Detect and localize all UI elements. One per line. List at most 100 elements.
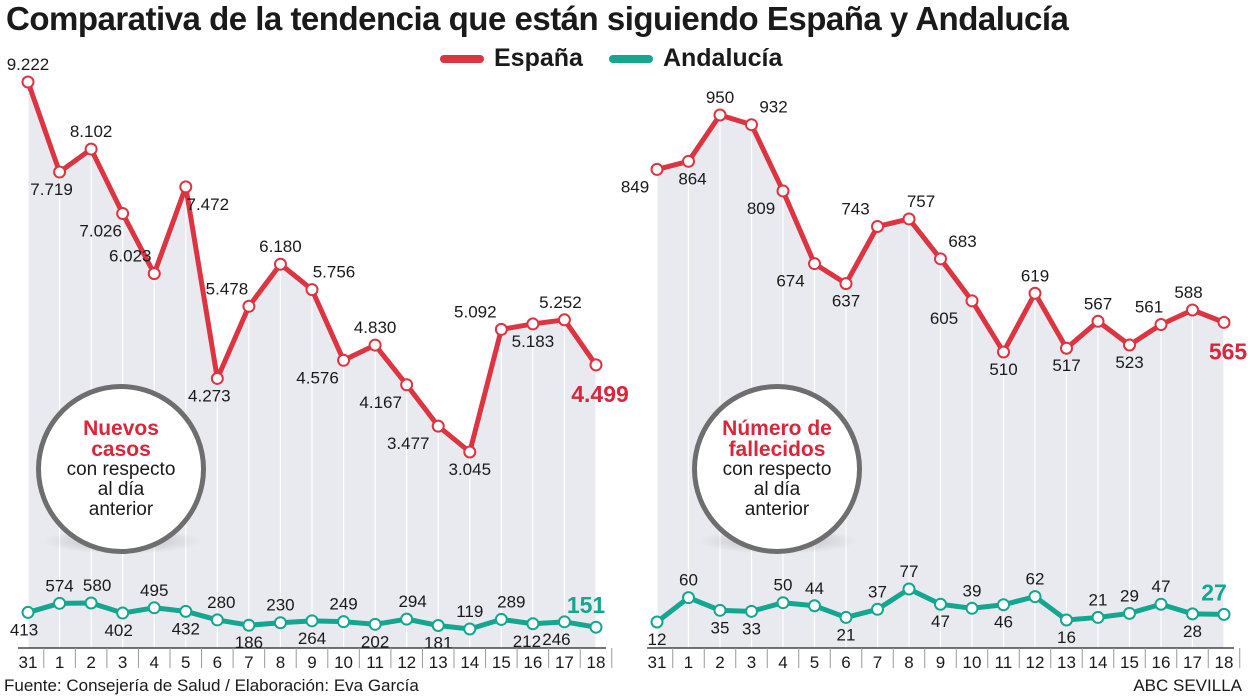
point-espana — [934, 252, 947, 266]
legend-swatch-espana — [440, 54, 484, 63]
badge-title-line1: Número de — [722, 417, 832, 441]
point-espana — [1186, 303, 1199, 317]
point-andalucia — [53, 596, 67, 610]
point-espana — [1123, 338, 1136, 352]
data-label-espana: 950 — [706, 88, 734, 107]
data-label-espana: 4.167 — [359, 393, 402, 412]
x-tick-label: 14 — [460, 653, 479, 672]
data-label-andalucia: 181 — [424, 634, 452, 653]
badge-sub-line1: con respecto — [66, 459, 176, 481]
point-andalucia — [650, 615, 664, 629]
data-label-espana: 561 — [1135, 298, 1163, 317]
data-label-andalucia: 151 — [567, 592, 606, 618]
point-espana — [808, 257, 821, 271]
point-espana — [1091, 314, 1105, 328]
x-tick-label: 6 — [213, 653, 222, 672]
data-label-andalucia: 294 — [398, 592, 426, 611]
x-tick-label: 16 — [523, 653, 542, 672]
data-label-andalucia: 230 — [266, 596, 294, 615]
data-label-espana: 4.499 — [571, 381, 629, 407]
data-label-espana: 6.023 — [109, 247, 152, 266]
data-label-andalucia: 21 — [1089, 590, 1108, 609]
point-espana — [682, 154, 695, 168]
x-tick-label: 18 — [1215, 653, 1234, 672]
point-espana — [871, 219, 884, 233]
data-label-espana: 523 — [1115, 353, 1143, 372]
x-tick-label: 31 — [19, 653, 38, 672]
data-label-espana: 5.183 — [512, 332, 555, 351]
data-label-espana: 8.102 — [70, 122, 113, 141]
point-andalucia — [997, 598, 1010, 612]
data-label-espana: 5.092 — [454, 302, 497, 321]
data-label-andalucia: 289 — [497, 592, 525, 611]
data-label-andalucia: 35 — [711, 618, 730, 637]
point-espana — [431, 419, 445, 433]
data-label-andalucia: 50 — [774, 576, 793, 595]
badge-title-line2: fallecidos — [728, 438, 826, 462]
x-tick-label: 9 — [936, 653, 945, 672]
point-espana — [839, 277, 853, 291]
x-tick-label: 15 — [492, 653, 511, 672]
x-tick-label: 4 — [149, 653, 158, 672]
x-tick-label: 11 — [995, 653, 1013, 672]
point-espana — [997, 345, 1010, 359]
point-andalucia — [179, 604, 193, 618]
point-andalucia — [84, 596, 98, 610]
data-label-espana: 4.576 — [296, 368, 339, 387]
data-label-espana: 5.478 — [206, 279, 249, 298]
point-andalucia — [713, 603, 727, 617]
x-tick-label: 17 — [1183, 653, 1202, 672]
data-label-espana: 743 — [841, 199, 869, 218]
point-espana — [84, 142, 98, 156]
x-tick-label: 31 — [648, 653, 667, 672]
data-label-espana: 4.273 — [188, 386, 231, 405]
point-andalucia — [902, 582, 916, 596]
data-label-andalucia: 119 — [456, 602, 483, 621]
point-espana — [242, 299, 256, 313]
x-tick-label: 3 — [747, 653, 756, 672]
data-label-espana: 932 — [759, 98, 787, 117]
x-tick-label: 6 — [841, 653, 850, 672]
point-espana — [526, 317, 540, 331]
point-espana — [902, 212, 916, 226]
point-andalucia — [1217, 607, 1231, 621]
point-espana — [463, 445, 477, 459]
data-label-espana: 757 — [907, 192, 935, 211]
point-andalucia — [965, 601, 979, 615]
point-andalucia — [21, 605, 35, 619]
point-espana — [368, 338, 382, 352]
point-espana — [1060, 341, 1073, 355]
point-espana — [210, 371, 224, 385]
data-label-espana: 864 — [678, 169, 706, 188]
data-label-espana: 3.477 — [387, 434, 430, 453]
legend-label-andalucia: Andalucía — [662, 44, 783, 72]
x-tick-label: 5 — [810, 653, 819, 672]
data-label-espana: 674 — [776, 272, 804, 291]
data-label-andalucia: 186 — [235, 633, 263, 652]
x-tick-label: 13 — [429, 653, 448, 672]
point-andalucia — [1154, 597, 1168, 611]
point-andalucia — [400, 612, 414, 626]
x-tick-label: 2 — [715, 653, 724, 672]
credit-note: ABC SEVILLA — [1133, 676, 1242, 695]
data-label-espana: 9.222 — [7, 55, 50, 74]
point-andalucia — [1123, 606, 1136, 620]
data-label-andalucia: 62 — [1026, 570, 1045, 589]
badge-nuevos-casos: Nuevos casos con respecto al día anterio… — [36, 384, 206, 554]
x-tick-label: 12 — [397, 653, 416, 672]
data-label-andalucia: 16 — [1057, 628, 1076, 647]
legend-item-espana: España — [440, 44, 583, 73]
data-label-espana: 565 — [1209, 338, 1248, 364]
point-espana — [557, 313, 571, 327]
source-note: Fuente: Consejería de Salud / Elaboració… — [4, 676, 419, 695]
data-label-espana: 3.045 — [449, 460, 492, 479]
point-andalucia — [557, 615, 571, 629]
chart-title: Comparativa de la tendencia que están si… — [6, 0, 1069, 37]
point-espana — [1217, 315, 1231, 329]
point-andalucia — [463, 622, 477, 636]
x-tick-label: 9 — [307, 653, 316, 672]
point-espana — [337, 353, 351, 367]
point-andalucia — [871, 602, 884, 616]
point-espana — [1028, 286, 1042, 300]
